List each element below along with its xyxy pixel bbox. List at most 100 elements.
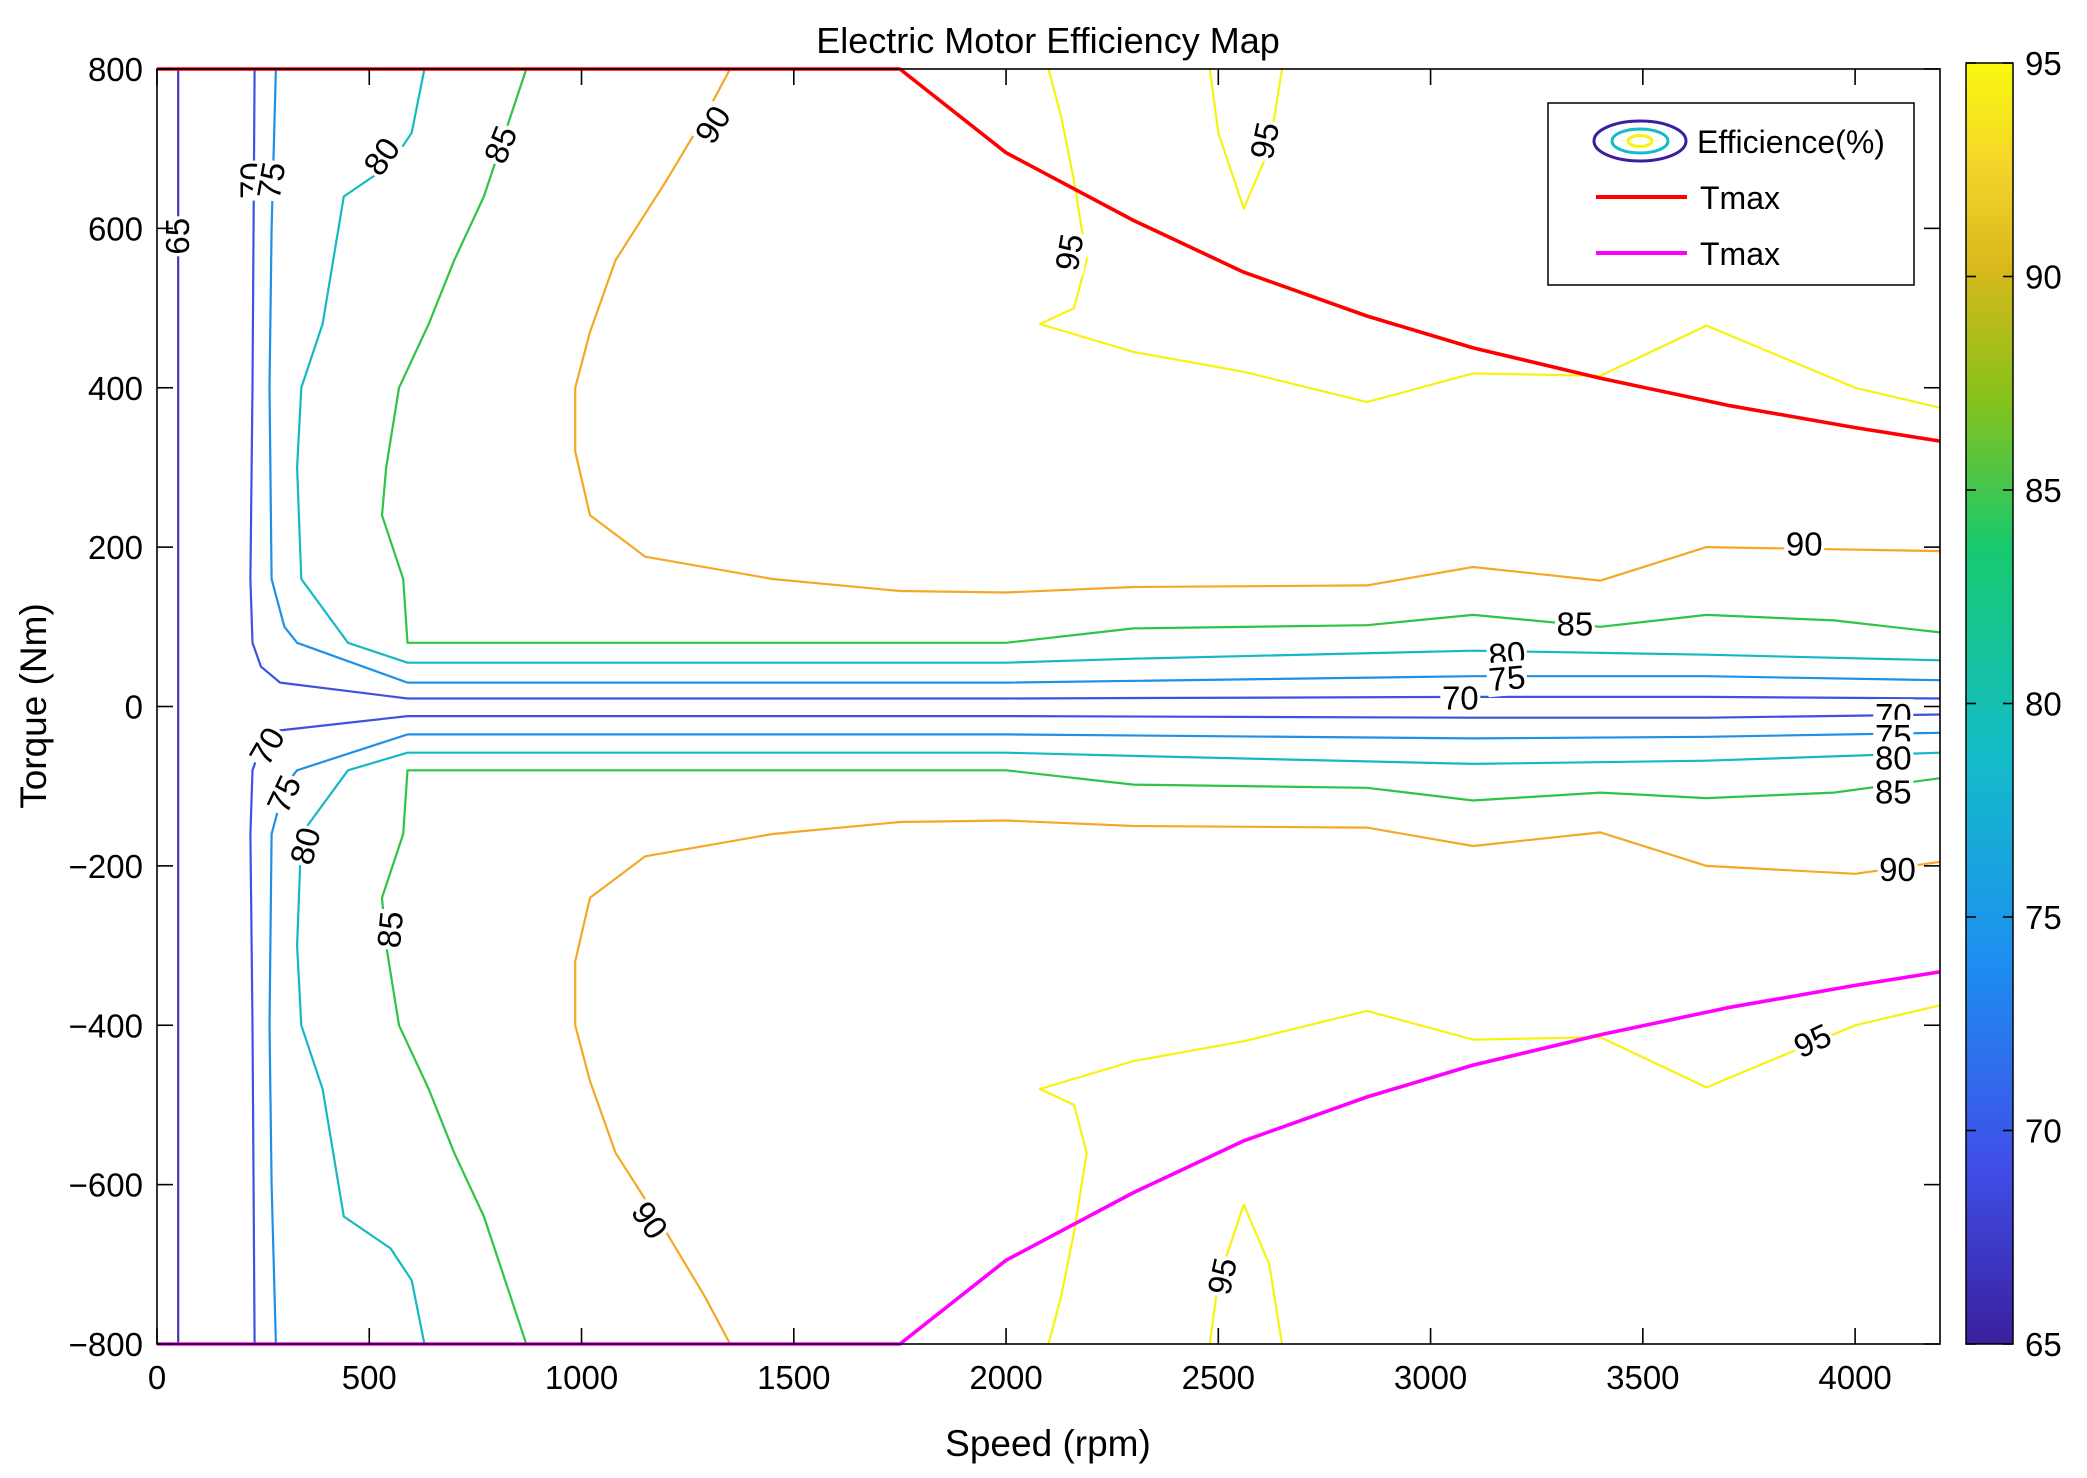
- contour-75-path-1: [268, 731, 1941, 1345]
- contour-label-bg: [1877, 852, 1918, 887]
- contour-label-group-7: 95: [1243, 117, 1287, 164]
- contour-label-bg: [1049, 229, 1090, 275]
- contour-label-bg: [1787, 1017, 1838, 1066]
- contour-label-bg: [242, 720, 293, 773]
- y-tick-label: 200: [88, 529, 143, 566]
- contour-95-path-3: [1208, 1203, 1284, 1345]
- y-tick-label: 600: [88, 210, 143, 247]
- colorbar-tick-label: 85: [2025, 472, 2062, 509]
- contour-label-group-21: 80: [1873, 739, 1914, 776]
- contour-label-bg: [251, 157, 292, 204]
- contours-layer: [177, 68, 1941, 1345]
- contour-label-group-18: 95: [1200, 1253, 1244, 1300]
- tmax-layer: [157, 67, 1941, 1346]
- contour-label: 85: [1557, 605, 1594, 642]
- contour-90-path-0: [574, 68, 1941, 594]
- contour-label-bg: [284, 822, 328, 870]
- contour-label-bg: [1440, 681, 1481, 716]
- y-tick-label: −200: [69, 848, 143, 885]
- contour-label: 80: [1875, 739, 1912, 776]
- y-tick-label: 800: [88, 51, 143, 88]
- colorbar-tick-label: 65: [2025, 1326, 2062, 1363]
- contour-label-group-12: 70: [1440, 680, 1481, 717]
- contour-label-group-11: 75: [1485, 658, 1529, 698]
- legend-contour-symbol: [1592, 119, 1688, 163]
- contour-label: 65: [159, 218, 196, 255]
- contour-label-group-16: 85: [370, 908, 410, 952]
- x-tick-label: 4000: [1818, 1359, 1891, 1396]
- contour-label-group-8: 90: [1784, 526, 1825, 563]
- chart-title: Electric Motor Efficiency Map: [816, 20, 1279, 61]
- contour-label-bg: [356, 130, 408, 183]
- contour-85-path-0: [380, 68, 1941, 644]
- contour-70-path-1: [249, 713, 1941, 1345]
- contour-label-bg: [161, 216, 196, 257]
- x-tick-label: 1500: [757, 1359, 830, 1396]
- x-tick-label: 2500: [1182, 1359, 1255, 1396]
- contour-label-bg: [1201, 1253, 1244, 1300]
- y-tick-label: −800: [69, 1326, 143, 1363]
- contour-label-bg: [1784, 527, 1825, 562]
- contour-label-bg: [1554, 607, 1595, 642]
- contour-label-bg: [1485, 659, 1529, 698]
- y-axis-title: Torque (Nm): [13, 603, 54, 809]
- contour-label: 85: [370, 910, 410, 950]
- contour-90-path-1: [574, 819, 1941, 1345]
- colorbar-ticks: 95 90 85 80 75 70 65: [1966, 45, 2062, 1363]
- x-tick-label: 3000: [1394, 1359, 1467, 1396]
- x-tick-label: 0: [148, 1359, 166, 1396]
- colorbar-tick-label: 95: [2025, 45, 2062, 82]
- contour-label-group-23: 90: [1877, 851, 1918, 888]
- contour-label-group-9: 85: [1554, 605, 1595, 642]
- contour-label-bg: [1873, 775, 1914, 810]
- colorbar-tick-label: 70: [2025, 1113, 2062, 1150]
- x-tick-label: 500: [342, 1359, 397, 1396]
- y-tick-label: −400: [69, 1007, 143, 1044]
- contour-label-group-22: 85: [1873, 774, 1914, 811]
- contour-85-path-1: [380, 769, 1941, 1345]
- contour-label-bg: [477, 119, 525, 170]
- colorbar-tick-label: 90: [2025, 259, 2062, 296]
- contour-label-group-4: 85: [476, 119, 525, 170]
- contour-label: 90: [1879, 851, 1916, 888]
- contour-label-group-0: 65: [159, 216, 196, 257]
- y-tick-label: 0: [125, 689, 143, 726]
- colorbar-tick-label: 75: [2025, 899, 2062, 936]
- tmax-regen-line: [157, 970, 1941, 1346]
- contour-75-path-0: [268, 68, 1941, 684]
- contour-label: 85: [1875, 774, 1912, 811]
- x-tick-label: 3500: [1606, 1359, 1679, 1396]
- y-tick-label: −600: [69, 1167, 143, 1204]
- contour-95-path-2: [1038, 1004, 1941, 1345]
- colorbar-tick-label: 80: [2025, 686, 2062, 723]
- contour-label: 95: [1048, 231, 1091, 274]
- contour-label: 75: [250, 159, 293, 202]
- legend-label-tmax-regen: Tmax: [1700, 236, 1780, 272]
- contour-label: 90: [1786, 526, 1823, 563]
- contour-95-path-0: [1038, 68, 1941, 409]
- legend-label-efficiency: Efficience(%): [1697, 124, 1885, 160]
- legend-label-tmax-motor: Tmax: [1700, 180, 1780, 216]
- contour-label: 95: [1243, 119, 1287, 163]
- contour-label-group-2: 75: [250, 157, 293, 204]
- contour-label: 75: [1487, 658, 1527, 698]
- contour-label-bg: [371, 908, 410, 952]
- y-tick-label: 400: [88, 370, 143, 407]
- contour-label-bg: [1244, 117, 1286, 164]
- contour-label-bg: [1873, 741, 1914, 776]
- contour-label-group-15: 80: [282, 822, 328, 870]
- contour-label-bg: [624, 1194, 675, 1247]
- legend: Efficience(%) Tmax Tmax: [1547, 102, 1915, 286]
- tmax-motor-line: [157, 67, 1941, 443]
- contour-label: 95: [1200, 1254, 1244, 1298]
- contour-label-bg: [260, 768, 309, 820]
- x-axis-title: Speed (rpm): [945, 1423, 1151, 1464]
- contour-label: 70: [1442, 680, 1479, 717]
- contour-70-path-0: [249, 68, 1941, 700]
- x-tick-label: 2000: [969, 1359, 1042, 1396]
- contour-label-group-6: 95: [1048, 229, 1091, 275]
- ticks-layer: 0 500 1000 1500 2000 2500 3000 3500 400080060040…: [69, 51, 1940, 1396]
- contour-label-bg: [688, 98, 739, 151]
